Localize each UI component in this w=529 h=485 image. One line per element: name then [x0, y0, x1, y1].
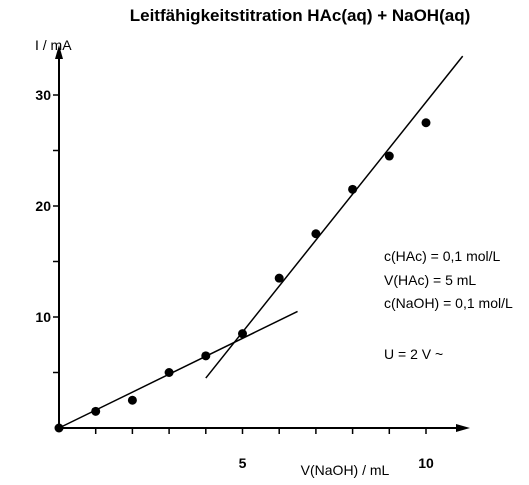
data-point [201, 351, 211, 361]
annotation-text: c(HAc) = 0,1 mol/L [384, 248, 501, 264]
y-tick-label: 30 [35, 87, 51, 103]
data-point [384, 151, 394, 161]
data-point [348, 184, 358, 194]
data-point [421, 118, 431, 128]
data-point [91, 406, 101, 416]
data-points [54, 118, 431, 433]
y-tick-label: 10 [35, 309, 51, 325]
y-tick-label: 20 [35, 198, 51, 214]
axes [55, 45, 470, 432]
y-axis-label: I / mA [35, 37, 72, 53]
y-axis-arrowhead [55, 45, 63, 59]
x-tick-label: 10 [418, 455, 434, 471]
data-point [274, 273, 284, 283]
fit-lines [58, 55, 464, 429]
annotation-text: U = 2 V ~ [384, 346, 443, 362]
data-point [311, 229, 321, 239]
data-point [127, 395, 137, 405]
data-point [164, 368, 174, 377]
annotation-text: c(NaOH) = 0,1 mol/L [384, 295, 513, 311]
x-tick-label: 5 [239, 455, 247, 471]
fit-line-after-equivalence [205, 55, 464, 379]
tick-labels: 5 10 10 20 30 [35, 87, 434, 471]
tick-marks [53, 94, 427, 434]
x-axis-label: V(NaOH) / mL [301, 462, 390, 478]
chart-title: Leitfähigkeitstitration HAc(aq) + NaOH(a… [130, 6, 471, 25]
annotations: c(HAc) = 0,1 mol/L V(HAc) = 5 mL c(NaOH) =… [384, 248, 513, 362]
x-axis-arrowhead [456, 424, 470, 432]
annotation-text: V(HAc) = 5 mL [384, 272, 476, 288]
data-point [238, 329, 247, 339]
data-point [54, 423, 64, 433]
